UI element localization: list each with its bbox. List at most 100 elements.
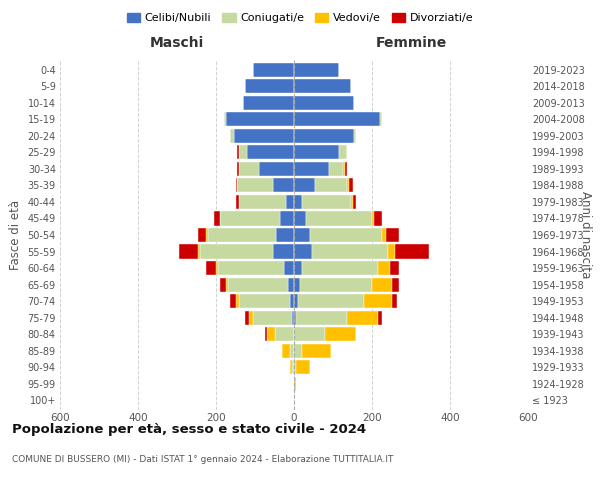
Bar [364, 294, 392, 308]
Bar [199, 228, 206, 242]
Legend: Celibi/Nubili, Coniugati/e, Vedovi/e, Divorziati/e: Celibi/Nubili, Coniugati/e, Vedovi/e, Di… [122, 8, 478, 28]
Bar [296, 360, 310, 374]
Bar [349, 178, 353, 192]
Bar [233, 129, 294, 143]
Bar [372, 212, 374, 226]
Bar [343, 162, 344, 176]
Bar [265, 327, 266, 341]
Bar [294, 294, 298, 308]
Bar [344, 162, 347, 176]
Bar [200, 244, 272, 258]
Bar [235, 178, 238, 192]
Bar [238, 146, 239, 160]
Bar [224, 112, 226, 126]
Bar [238, 178, 272, 192]
Bar [290, 360, 292, 374]
Bar [311, 244, 388, 258]
Bar [350, 195, 353, 209]
Bar [296, 310, 347, 324]
Bar [300, 278, 372, 291]
Bar [284, 261, 294, 275]
Text: COMUNE DI BUSSERO (MI) - Dati ISTAT 1° gennaio 2024 - Elaborazione TUTTITALIA.IT: COMUNE DI BUSSERO (MI) - Dati ISTAT 1° g… [12, 455, 394, 464]
Bar [302, 195, 350, 209]
Bar [259, 162, 294, 176]
Bar [294, 344, 302, 357]
Bar [253, 63, 294, 77]
Bar [378, 261, 389, 275]
Bar [239, 294, 290, 308]
Bar [294, 146, 339, 160]
Bar [214, 212, 220, 226]
Bar [294, 195, 302, 209]
Bar [245, 80, 294, 94]
Bar [339, 146, 347, 160]
Bar [294, 310, 296, 324]
Bar [355, 129, 356, 143]
Bar [266, 327, 275, 341]
Bar [230, 294, 235, 308]
Bar [290, 294, 294, 308]
Bar [386, 228, 400, 242]
Bar [179, 244, 199, 258]
Bar [294, 112, 380, 126]
Bar [286, 195, 294, 209]
Bar [218, 261, 284, 275]
Bar [275, 327, 294, 341]
Bar [294, 261, 302, 275]
Bar [220, 212, 280, 226]
Bar [272, 244, 294, 258]
Y-axis label: Anni di nascita: Anni di nascita [579, 192, 592, 278]
Bar [389, 261, 400, 275]
Bar [294, 129, 355, 143]
Text: Popolazione per età, sesso e stato civile - 2024: Popolazione per età, sesso e stato civil… [12, 422, 366, 436]
Text: Maschi: Maschi [150, 36, 204, 50]
Bar [325, 327, 356, 341]
Bar [277, 228, 294, 242]
Bar [235, 294, 239, 308]
Y-axis label: Fasce di età: Fasce di età [9, 200, 22, 270]
Bar [226, 278, 228, 291]
Bar [239, 162, 259, 176]
Bar [380, 112, 382, 126]
Bar [294, 80, 350, 94]
Bar [316, 178, 347, 192]
Bar [272, 178, 294, 192]
Bar [245, 310, 249, 324]
Bar [294, 63, 339, 77]
Bar [238, 162, 239, 176]
Bar [294, 178, 316, 192]
Bar [294, 327, 325, 341]
Bar [347, 178, 349, 192]
Bar [244, 96, 294, 110]
Bar [239, 146, 247, 160]
Bar [310, 228, 382, 242]
Bar [374, 212, 382, 226]
Bar [302, 344, 331, 357]
Bar [247, 146, 294, 160]
Bar [216, 261, 218, 275]
Bar [283, 344, 290, 357]
Bar [378, 310, 382, 324]
Bar [392, 294, 397, 308]
Bar [294, 228, 310, 242]
Bar [230, 129, 233, 143]
Text: Femmine: Femmine [376, 36, 446, 50]
Bar [239, 195, 286, 209]
Bar [292, 310, 294, 324]
Bar [206, 228, 208, 242]
Bar [294, 278, 300, 291]
Bar [294, 244, 311, 258]
Bar [249, 310, 253, 324]
Bar [302, 261, 378, 275]
Bar [220, 278, 226, 291]
Bar [280, 212, 294, 226]
Bar [372, 278, 392, 291]
Bar [388, 244, 395, 258]
Bar [329, 162, 343, 176]
Bar [353, 195, 356, 209]
Bar [294, 162, 329, 176]
Bar [290, 344, 294, 357]
Bar [306, 212, 372, 226]
Bar [235, 195, 239, 209]
Bar [228, 278, 288, 291]
